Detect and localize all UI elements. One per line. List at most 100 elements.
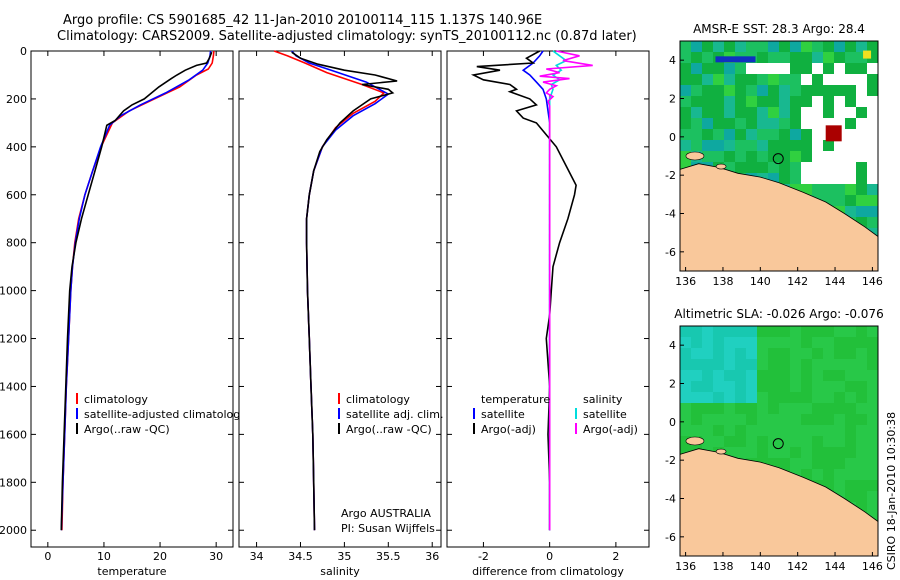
map-grid-cell — [845, 52, 856, 63]
map-grid-cell — [746, 85, 757, 96]
map-y-tick-label: 2 — [669, 93, 676, 106]
plot-frame — [238, 50, 442, 548]
map-grid-cell — [812, 425, 823, 436]
map-grid-cell — [867, 392, 878, 403]
map-grid-cell — [735, 447, 746, 458]
map-grid-cell — [790, 41, 801, 52]
map-grid-cell — [856, 469, 867, 480]
map-grid-cell — [724, 414, 735, 425]
map-grid-cell — [724, 41, 735, 52]
hot-cell — [863, 50, 872, 59]
map-grid-cell — [867, 469, 878, 480]
map-grid-cell — [823, 370, 834, 381]
map-grid-cell — [746, 425, 757, 436]
map-grid-cell — [867, 162, 878, 173]
map-grid-cell — [735, 403, 746, 414]
map-grid-cell — [680, 436, 691, 447]
map-grid-cell — [746, 370, 757, 381]
map-grid-cell — [812, 107, 823, 118]
map-grid-cell — [680, 337, 691, 348]
map-grid-cell — [801, 173, 812, 184]
map-grid-cell — [757, 129, 768, 140]
map-grid-cell — [757, 107, 768, 118]
map-grid-cell — [768, 74, 779, 85]
map-grid-cell — [680, 359, 691, 370]
map-grid-cell — [746, 392, 757, 403]
map-grid-cell — [823, 392, 834, 403]
map-x-tick-label: 142 — [787, 560, 808, 573]
map-grid-cell — [823, 195, 834, 206]
map-grid-cell — [724, 96, 735, 107]
map-grid-cell — [845, 140, 856, 151]
map-grid-cell — [856, 414, 867, 425]
map-grid-cell — [691, 359, 702, 370]
map-grid-cell — [790, 337, 801, 348]
map-grid-cell — [735, 326, 746, 337]
map-grid-cell — [680, 96, 691, 107]
map-grid-cell — [691, 129, 702, 140]
map-grid-cell — [779, 370, 790, 381]
map-grid-cell — [724, 337, 735, 348]
map-grid-cell — [735, 337, 746, 348]
map-grid-cell — [779, 326, 790, 337]
map-grid-cell — [834, 85, 845, 96]
map-grid-cell — [680, 425, 691, 436]
map-grid-cell — [812, 403, 823, 414]
island — [685, 151, 705, 161]
map-grid-cell — [856, 96, 867, 107]
map-grid-cell — [768, 140, 779, 151]
map-grid-cell — [845, 425, 856, 436]
map-y-tick-label: 4 — [669, 54, 676, 67]
map-grid-cell — [702, 52, 713, 63]
map-grid-cell — [746, 337, 757, 348]
map-grid-cell — [867, 52, 878, 63]
map-grid-cell — [867, 217, 878, 228]
map-grid-cell — [735, 425, 746, 436]
map-grid-cell — [856, 370, 867, 381]
map-grid-cell — [779, 162, 790, 173]
map-grid-cell — [812, 458, 823, 469]
map-grid-cell — [680, 118, 691, 129]
map-grid-cell — [823, 403, 834, 414]
map-grid-cell — [823, 184, 834, 195]
map-grid-cell — [757, 96, 768, 107]
x-tick-label: 0 — [44, 550, 51, 563]
map-grid-cell — [757, 118, 768, 129]
map-grid-cell — [779, 107, 790, 118]
map-grid-cell — [856, 436, 867, 447]
map-grid-cell — [834, 162, 845, 173]
map-grid-cell — [845, 173, 856, 184]
island — [715, 163, 727, 170]
legend-item-label: satellite adj. clim. — [346, 408, 443, 421]
map-grid-cell — [713, 118, 724, 129]
annotation-pi-name: PI: Susan Wijffels — [341, 522, 435, 535]
map-grid-cell — [713, 63, 724, 74]
map-grid-cell — [856, 206, 867, 217]
map-x-tick-label: 144 — [825, 275, 846, 288]
map-grid-cell — [724, 392, 735, 403]
legend-salinity-label: Argo(-adj) — [583, 423, 638, 436]
map-grid-cell — [801, 414, 812, 425]
map-grid-cell — [779, 359, 790, 370]
map-grid-cell — [680, 129, 691, 140]
map-grid-cell — [845, 206, 856, 217]
map-grid-cell — [845, 458, 856, 469]
map-grid-cell — [713, 129, 724, 140]
map-grid-cell — [779, 403, 790, 414]
map-grid-cell — [867, 370, 878, 381]
map-grid-cell — [680, 85, 691, 96]
x-tick-label: 34 — [250, 550, 264, 563]
map-grid-cell — [867, 491, 878, 502]
map-grid-cell — [801, 63, 812, 74]
map-grid-cell — [757, 52, 768, 63]
map-grid-cell — [691, 403, 702, 414]
map-grid-cell — [735, 74, 746, 85]
y-tick-label: 1600 — [0, 428, 27, 441]
map-x-tick-label: 144 — [825, 560, 846, 573]
map-grid-cell — [702, 129, 713, 140]
y-tick-label: 1000 — [0, 285, 27, 298]
map-grid-cell — [790, 118, 801, 129]
map-grid-cell — [757, 447, 768, 458]
map-grid-cell — [713, 326, 724, 337]
map-grid-cell — [746, 41, 757, 52]
